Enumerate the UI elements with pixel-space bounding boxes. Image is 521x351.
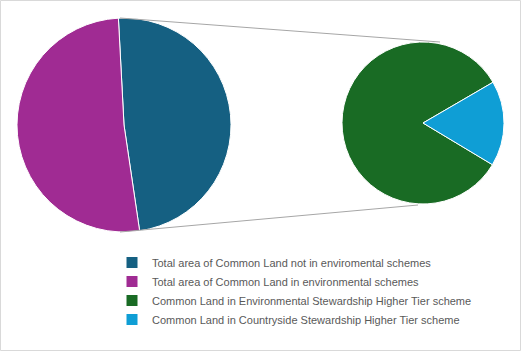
svg-text:Total area of Common Land in e: Total area of Common Land in environment…	[152, 276, 419, 288]
svg-text:Total area of Common Land not: Total area of Common Land not in envirom…	[152, 257, 431, 269]
svg-text:Common Land in Countryside Ste: Common Land in Countryside Stewardship H…	[152, 314, 460, 326]
svg-text:Common Land in Environmental S: Common Land in Environmental Stewardship…	[152, 295, 471, 307]
